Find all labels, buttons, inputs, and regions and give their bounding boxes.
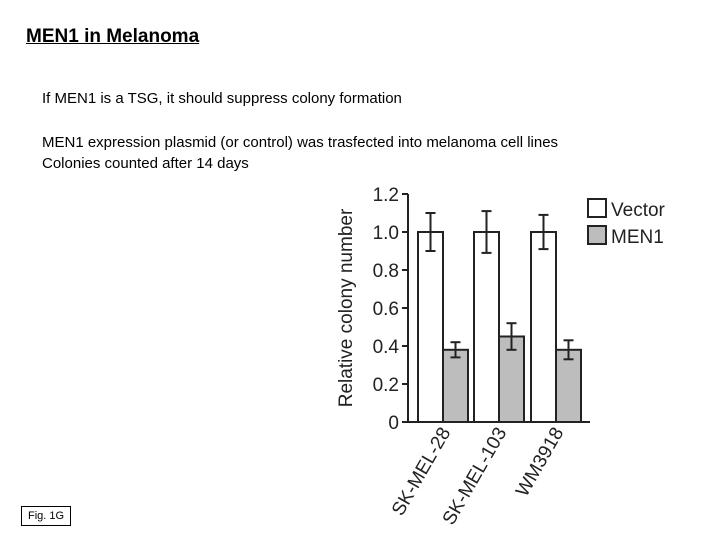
y-tick-label: 1.0 (373, 223, 399, 244)
y-axis-label: Relative colony number (336, 208, 357, 407)
y-tick-label: 1.2 (373, 185, 399, 206)
bar-vector-2 (473, 231, 500, 423)
slide-title: MEN1 in Melanoma (26, 26, 200, 47)
legend-label-men1: MEN1 (611, 227, 664, 248)
bar-men1-1 (442, 348, 469, 423)
x-tick-label: WM3918 (512, 424, 568, 500)
text-line-1: If MEN1 is a TSG, it should suppress col… (42, 90, 402, 107)
bar-men1-2 (498, 335, 525, 423)
text-line-2: MEN1 expression plasmid (or control) was… (42, 134, 559, 151)
bar-men1-3 (555, 348, 582, 423)
legend-swatch-vector (587, 198, 607, 218)
bar-vector-3 (530, 231, 557, 423)
y-tick-label: 0.4 (373, 337, 400, 358)
text-line-3: Colonies counted after 14 days (42, 155, 249, 172)
bar-vector-1 (417, 231, 444, 423)
y-tick-label: 0.8 (373, 261, 399, 282)
legend-swatch-men1 (587, 225, 607, 245)
figure-label: Fig. 1G (21, 506, 72, 526)
y-tick-label: 0 (388, 413, 399, 434)
legend-label-vector: Vector (611, 200, 666, 221)
y-tick-label: 0.6 (373, 299, 399, 320)
y-tick-label: 0.2 (373, 375, 399, 396)
